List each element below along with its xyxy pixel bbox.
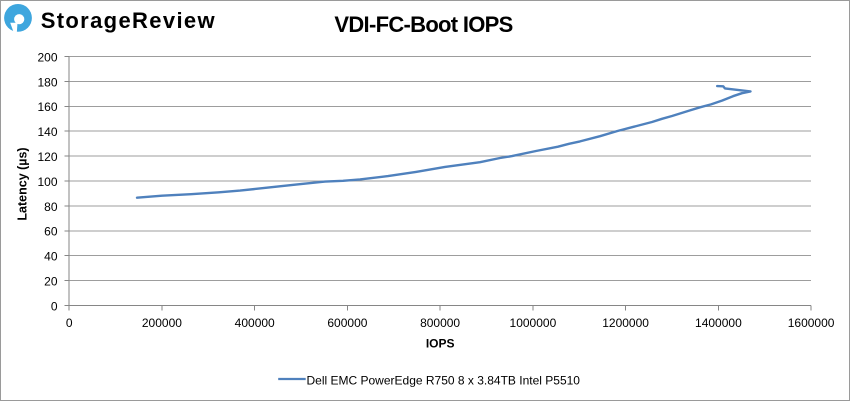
svg-text:80: 80 (44, 200, 58, 214)
svg-text:160: 160 (37, 100, 57, 114)
svg-text:1000000: 1000000 (510, 316, 557, 330)
svg-text:800000: 800000 (420, 316, 460, 330)
svg-text:600000: 600000 (327, 316, 367, 330)
svg-text:StorageReview: StorageReview (41, 8, 216, 33)
svg-text:0: 0 (66, 316, 73, 330)
svg-text:40: 40 (44, 250, 58, 264)
svg-text:120: 120 (37, 150, 57, 164)
svg-text:200: 200 (37, 50, 57, 64)
svg-text:200000: 200000 (142, 316, 182, 330)
svg-text:100: 100 (37, 175, 57, 189)
svg-text:140: 140 (37, 125, 57, 139)
svg-text:Latency (µs): Latency (µs) (16, 147, 30, 220)
svg-text:Dell EMC PowerEdge R750 8 x 3.: Dell EMC PowerEdge R750 8 x 3.84TB Intel… (307, 373, 581, 387)
svg-text:1400000: 1400000 (695, 316, 742, 330)
svg-text:60: 60 (44, 225, 58, 239)
svg-text:400000: 400000 (235, 316, 275, 330)
svg-text:180: 180 (37, 75, 57, 89)
svg-text:20: 20 (44, 275, 58, 289)
svg-text:1600000: 1600000 (788, 316, 835, 330)
svg-text:0: 0 (51, 299, 58, 313)
svg-text:IOPS: IOPS (426, 337, 455, 351)
svg-text:VDI-FC-Boot IOPS: VDI-FC-Boot IOPS (334, 12, 512, 37)
svg-text:1200000: 1200000 (602, 316, 649, 330)
